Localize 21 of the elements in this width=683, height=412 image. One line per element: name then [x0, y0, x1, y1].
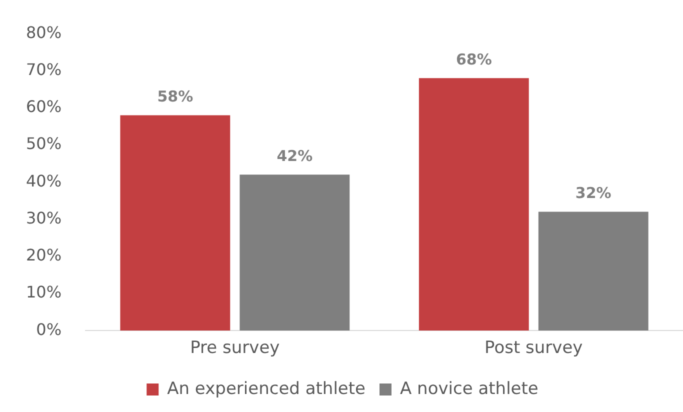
y-tick-label: 80% [26, 22, 62, 42]
bar [538, 212, 648, 331]
data-label: 32% [575, 184, 612, 202]
y-tick-label: 60% [26, 97, 62, 116]
y-tick-label: 50% [26, 134, 62, 154]
y-tick-label: 10% [26, 282, 62, 302]
bar [418, 78, 529, 331]
x-tick-label: Post survey [484, 338, 583, 358]
data-label: 58% [157, 88, 194, 106]
data-label: 42% [276, 147, 313, 166]
x-tick-label: Pre survey [190, 338, 280, 358]
y-tick-label: 0% [36, 320, 62, 339]
legend-label: An experienced athlete [167, 378, 366, 399]
y-tick-label: 40% [26, 171, 62, 190]
y-tick-label: 30% [26, 208, 62, 228]
bar [240, 174, 350, 331]
y-tick-label: 70% [26, 60, 62, 79]
y-tick-label: 20% [26, 246, 62, 265]
legend-label: A novice athlete [400, 378, 538, 399]
bar [120, 115, 230, 331]
data-label: 68% [456, 50, 492, 69]
